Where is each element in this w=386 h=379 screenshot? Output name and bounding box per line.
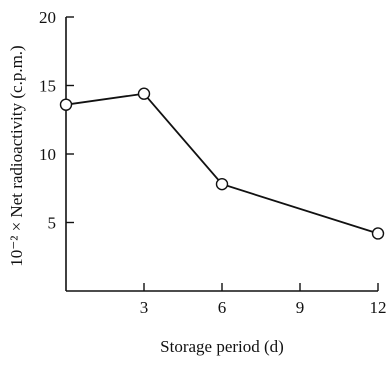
x-tick-label-3: 12 <box>370 298 386 317</box>
y-axis-title: 10⁻² × Net radioactivity (c.p.m.) <box>7 45 26 266</box>
data-point-0-2 <box>215 177 229 191</box>
data-point-0-0 <box>59 98 73 111</box>
x-axis-title: Storage period (d) <box>160 337 284 356</box>
x-tick-label-2: 9 <box>296 298 305 317</box>
data-point-0-1 <box>137 87 151 100</box>
y-tick-label-0: 5 <box>48 214 57 233</box>
series-line-0 <box>65 92 379 235</box>
axes <box>65 17 378 292</box>
y-tick-label-3: 20 <box>39 8 56 27</box>
data-point-0-3 <box>371 227 385 240</box>
x-ticks: 3 6 9 12 <box>140 283 386 317</box>
y-tick-label-2: 15 <box>39 77 56 96</box>
series-group <box>59 87 385 240</box>
y-ticks: 5 10 15 20 <box>39 8 74 233</box>
y-tick-label-1: 10 <box>39 145 56 164</box>
x-tick-label-0: 3 <box>140 298 149 317</box>
x-tick-label-1: 6 <box>218 298 227 317</box>
